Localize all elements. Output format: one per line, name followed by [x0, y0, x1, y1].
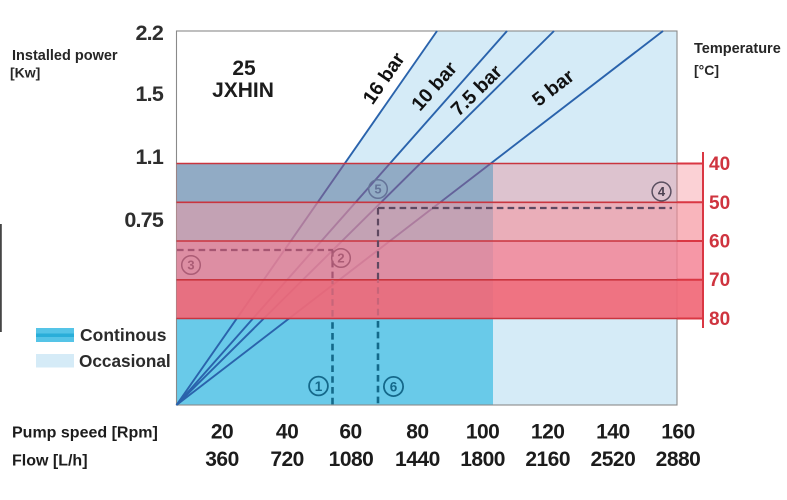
svg-text:100: 100	[466, 421, 500, 444]
svg-text:4: 4	[658, 184, 666, 199]
svg-text:1440: 1440	[395, 448, 440, 471]
svg-text:60: 60	[339, 421, 361, 444]
svg-text:120: 120	[531, 421, 565, 444]
svg-text:1.5: 1.5	[136, 82, 164, 106]
svg-text:2.2: 2.2	[136, 21, 164, 45]
svg-text:Pump speed [Rpm]: Pump speed [Rpm]	[12, 425, 158, 442]
svg-text:70: 70	[709, 270, 730, 291]
svg-text:2160: 2160	[525, 448, 570, 471]
svg-text:2: 2	[337, 251, 344, 266]
svg-text:50: 50	[709, 193, 730, 214]
svg-text:40: 40	[709, 154, 730, 175]
svg-text:2880: 2880	[656, 448, 701, 471]
svg-text:1800: 1800	[460, 448, 505, 471]
svg-text:5: 5	[374, 182, 381, 197]
svg-text:160: 160	[661, 421, 695, 444]
svg-text:40: 40	[276, 421, 298, 444]
svg-text:60: 60	[709, 232, 730, 253]
svg-text:2520: 2520	[591, 448, 636, 471]
svg-text:Temperature: Temperature	[694, 41, 781, 57]
svg-text:1.1: 1.1	[136, 145, 164, 169]
svg-text:Flow [L/h]: Flow [L/h]	[12, 453, 88, 470]
svg-text:80: 80	[709, 309, 730, 330]
svg-text:360: 360	[205, 448, 239, 471]
svg-text:Continous: Continous	[80, 325, 167, 345]
svg-text:1080: 1080	[329, 448, 374, 471]
svg-text:[Kw]: [Kw]	[10, 65, 40, 81]
svg-text:Installed power: Installed power	[12, 48, 118, 64]
svg-text:0.75: 0.75	[124, 208, 163, 232]
svg-text:[°C]: [°C]	[694, 62, 719, 78]
svg-text:720: 720	[270, 448, 304, 471]
svg-text:JXHIN: JXHIN	[212, 79, 274, 102]
svg-text:20: 20	[211, 421, 233, 444]
svg-text:6: 6	[390, 379, 398, 394]
svg-text:Occasional: Occasional	[79, 351, 171, 371]
svg-text:80: 80	[406, 421, 428, 444]
svg-text:3: 3	[187, 258, 194, 273]
svg-text:140: 140	[596, 421, 630, 444]
svg-text:1: 1	[315, 379, 323, 394]
svg-text:25: 25	[232, 57, 256, 80]
